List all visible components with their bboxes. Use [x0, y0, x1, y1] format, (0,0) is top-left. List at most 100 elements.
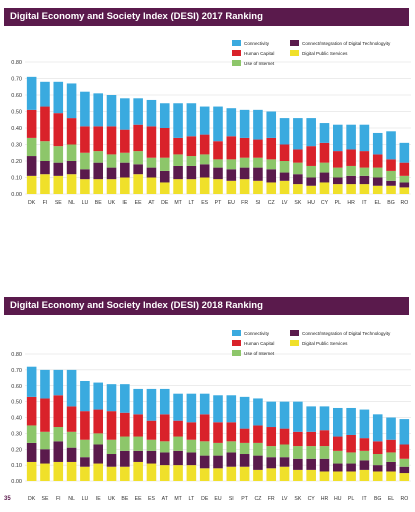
- bar-segment: [399, 187, 410, 194]
- bar-segment: [359, 469, 370, 481]
- bar-segment: [146, 450, 157, 464]
- bar-segment: [133, 98, 143, 125]
- bar-segment: [120, 436, 130, 451]
- bar-segment: [106, 154, 117, 168]
- bar-segment: [213, 455, 223, 469]
- bar-segment: [372, 414, 383, 442]
- bar-segment: [80, 126, 90, 153]
- bar-segment: [173, 154, 183, 166]
- bar-segment: [293, 149, 303, 163]
- bar-segment: [66, 144, 77, 161]
- bar-segment: [253, 425, 263, 443]
- bar-segment: [306, 431, 316, 447]
- bar-segment: [306, 118, 316, 147]
- desi-2017-panel: Digital Economy and Society Index (DESI)…: [0, 0, 415, 250]
- bar-segment: [279, 401, 290, 429]
- x-tick-label: LT: [189, 200, 195, 206]
- x-tick-label: MT: [174, 496, 182, 502]
- bar-segment: [346, 184, 356, 194]
- x-tick-label: EE: [135, 496, 142, 502]
- bar-segment: [159, 452, 170, 466]
- bar-segment: [106, 439, 117, 455]
- x-tick-label: LU: [82, 496, 89, 502]
- bar-segment: [346, 463, 356, 472]
- bar-segment: [359, 175, 370, 185]
- bar-segment: [213, 442, 223, 456]
- bar-segment: [266, 401, 277, 428]
- legend-label: Use of Internet: [244, 61, 275, 66]
- bar-segment: [399, 182, 410, 188]
- bar-segment: [239, 157, 250, 168]
- bar-segment: [253, 455, 263, 470]
- bar-segment: [66, 406, 77, 432]
- bar-segment: [213, 395, 223, 423]
- bar-segment: [120, 466, 130, 481]
- bar-segment: [279, 172, 290, 181]
- bar-segment: [133, 450, 143, 462]
- x-tick-label: PL: [335, 200, 341, 206]
- bar-segment: [266, 159, 277, 170]
- bar-segment: [293, 174, 303, 185]
- bar-segment: [106, 126, 117, 155]
- bar-segment: [80, 152, 90, 170]
- bar-segment: [213, 167, 223, 180]
- x-tick-label: LV: [282, 496, 288, 502]
- x-tick-label: RO: [400, 200, 408, 206]
- bar-segment: [226, 169, 237, 181]
- bar-segment: [399, 419, 410, 445]
- bar-segment: [293, 184, 303, 194]
- bar-segment: [66, 118, 77, 145]
- bar-segment: [93, 409, 103, 434]
- bar-segment: [133, 388, 143, 415]
- bar-segment: [133, 151, 143, 165]
- bar-segment: [359, 438, 370, 451]
- bar-segment: [53, 427, 64, 442]
- bar-segment: [319, 471, 330, 481]
- bar-segment: [120, 152, 130, 163]
- x-tick-label: IE: [96, 496, 101, 502]
- bar-segment: [199, 455, 210, 469]
- bar-segment: [399, 466, 410, 474]
- bar-segment: [53, 369, 64, 396]
- bar-segment: [319, 162, 330, 173]
- bar-segment: [386, 461, 396, 472]
- y-tick-label: 0.30: [11, 431, 22, 437]
- bar-segment: [93, 93, 103, 127]
- x-tick-label: LV: [282, 200, 288, 206]
- x-tick-label: LT: [189, 496, 195, 502]
- x-tick-label: FR: [241, 200, 248, 206]
- bar-segment: [359, 167, 370, 176]
- bar-segment: [26, 137, 37, 157]
- bar-segment: [266, 457, 277, 469]
- x-tick-label: SI: [255, 200, 260, 206]
- bar-segment: [120, 98, 130, 130]
- bar-segment: [53, 113, 64, 147]
- bar-segment: [333, 184, 343, 194]
- bar-segment: [253, 167, 263, 181]
- bar-segment: [40, 106, 50, 142]
- x-tick-label: PL: [348, 496, 354, 502]
- bar-segment: [106, 411, 117, 440]
- x-tick-label: EL: [388, 496, 394, 502]
- bar-segment: [93, 444, 103, 464]
- bar-segment: [93, 151, 103, 163]
- bar-segment: [80, 457, 90, 467]
- bar-segment: [186, 465, 197, 481]
- bar-segment: [399, 142, 410, 163]
- bar-segment: [333, 124, 343, 152]
- bar-segment: [399, 162, 410, 176]
- bar-segment: [159, 414, 170, 442]
- bar-segment: [213, 422, 223, 443]
- legend-swatch: [232, 40, 241, 46]
- bar-segment: [266, 169, 277, 183]
- bar-segment: [159, 182, 170, 194]
- bar-segment: [386, 452, 396, 462]
- legend-label: Digital Public Services: [302, 341, 348, 346]
- bar-segment: [226, 466, 237, 481]
- x-tick-label: UK: [108, 496, 116, 502]
- bar-segment: [226, 452, 237, 467]
- legend-swatch: [290, 340, 299, 346]
- bar-segment: [186, 439, 197, 453]
- bar-segment: [120, 129, 130, 153]
- bar-segment: [159, 441, 170, 453]
